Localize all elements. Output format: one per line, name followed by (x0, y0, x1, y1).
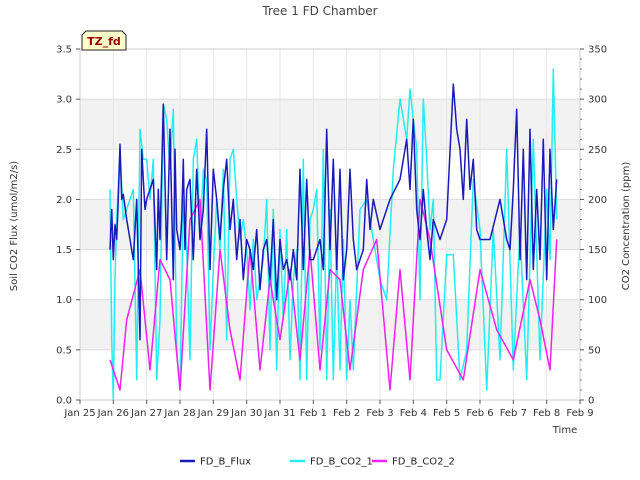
y-left-tick-label: 1.5 (56, 245, 72, 256)
y-right-tick-label: 300 (588, 95, 607, 106)
y-right-tick-label: 250 (588, 145, 607, 156)
y-left-tick-label: 3.0 (56, 95, 72, 106)
plot-band-2 (80, 99, 580, 150)
chart-title: Tree 1 FD Chamber (261, 4, 377, 18)
x-tick-label: Jan 27 (130, 408, 162, 419)
x-tick-label: Feb 3 (366, 408, 393, 419)
x-tick-label: Feb 5 (433, 408, 460, 419)
x-tick-label: Jan 28 (163, 408, 195, 419)
x-axis-title: Time (552, 425, 577, 436)
y-right-tick-label: 50 (588, 345, 601, 356)
legend: FD_B_Flux FD_B_CO2_1 FD_B_CO2_2 (180, 457, 455, 468)
y-axis-left-title: Soil CO2 Flux (umol/m2/s) (9, 161, 20, 291)
x-tick-label: Feb 6 (466, 408, 493, 419)
y-left-tick-label: 2.0 (56, 195, 72, 206)
y-axis-right-minor-ticks (580, 58, 582, 391)
x-tick-label: Jan 30 (230, 408, 262, 419)
tz-badge-label: TZ_fd (87, 35, 121, 48)
legend-label-fd-b-flux: FD_B_Flux (200, 457, 251, 468)
x-tick-label: Jan 29 (197, 408, 229, 419)
x-tick-label: Feb 7 (500, 408, 527, 419)
plot-frame (79, 48, 581, 401)
tz-badge-shape (81, 30, 127, 51)
tz-badge: TZ_fd (81, 30, 127, 51)
x-tick-label: Jan 31 (263, 408, 295, 419)
x-axis-ticks: Jan 25 Jan 26 Jan 27 Jan 28 Jan 29 Jan 30 Jan … (63, 400, 594, 419)
series-layer (109, 68, 558, 401)
y-axis-left-ticks: 0.0 0.5 1.0 1.5 2.0 2.5 3.0 3.5 (56, 45, 80, 407)
y-right-tick-label: 100 (588, 295, 607, 306)
y-axis-right-ticks: 0 50 100 150 200 250 300 350 (580, 45, 607, 407)
x-tick-label: Feb 2 (333, 408, 360, 419)
series-line-fd-b-co2-1 (109, 68, 558, 401)
legend-label-fd-b-co2-2: FD_B_CO2_2 (392, 457, 455, 468)
y-right-tick-label: 200 (588, 195, 607, 206)
legend-label-fd-b-co2-1: FD_B_CO2_1 (310, 457, 373, 468)
x-tick-label: Feb 4 (400, 408, 427, 419)
y-axis-right-title: CO2 Concentration (ppm) (621, 162, 632, 291)
x-tick-label: Jan 26 (97, 408, 129, 419)
y-right-tick-label: 350 (588, 45, 607, 56)
x-tick-label: Feb 1 (300, 408, 327, 419)
x-tick-label: Feb 8 (533, 408, 560, 419)
y-right-tick-label: 0 (588, 396, 594, 407)
y-left-tick-label: 2.5 (56, 145, 72, 156)
y-left-tick-label: 0.5 (56, 345, 72, 356)
x-tick-label: Feb 9 (566, 408, 593, 419)
y-left-tick-label: 3.5 (56, 45, 72, 56)
series-line-fd-b-flux (109, 83, 558, 341)
y-right-tick-label: 150 (588, 245, 607, 256)
y-left-tick-label: 1.0 (56, 295, 72, 306)
x-tick-label: Jan 25 (63, 408, 95, 419)
y-left-tick-label: 0.0 (56, 396, 72, 407)
